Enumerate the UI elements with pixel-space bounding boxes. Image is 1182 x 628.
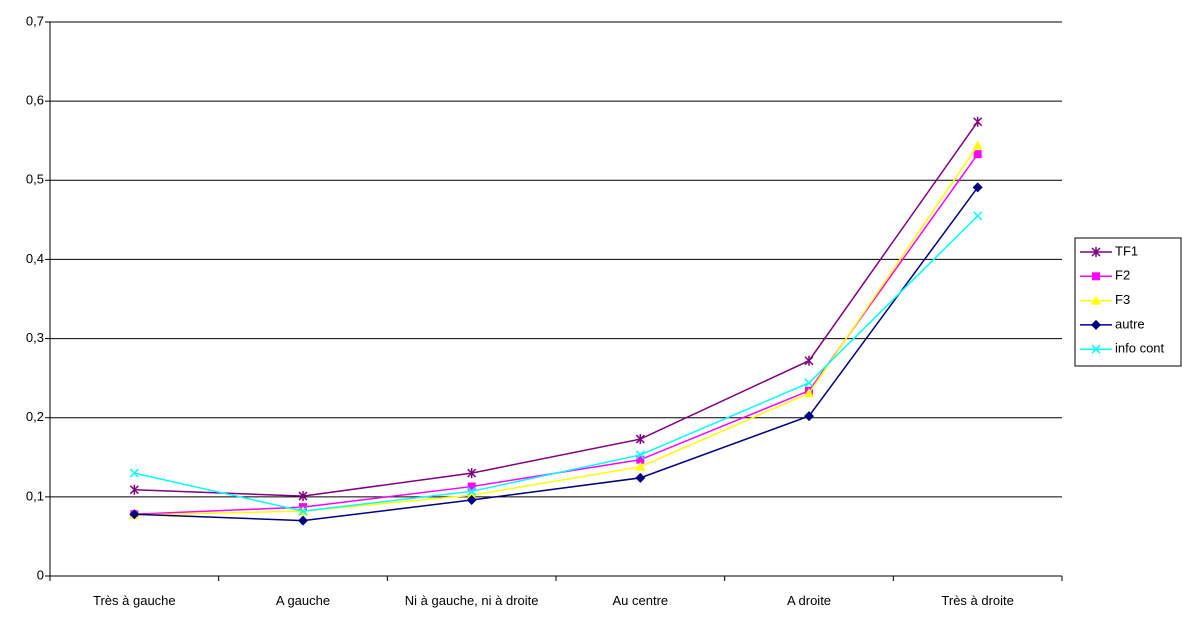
marker-shape: [129, 509, 140, 520]
series-line: [134, 153, 979, 516]
marker: [1091, 247, 1101, 257]
marker: [467, 482, 476, 491]
marker: [298, 515, 308, 526]
marker: [635, 472, 646, 483]
marker: [467, 486, 477, 496]
marker-shape: [635, 461, 646, 471]
marker: [804, 388, 814, 398]
legend-label: F3: [1115, 292, 1130, 307]
marker: [636, 455, 645, 464]
marker: [635, 434, 645, 445]
marker-shape: [804, 355, 814, 366]
marker-shape: [467, 486, 477, 496]
marker-shape: [972, 140, 983, 150]
marker: [804, 411, 814, 422]
x-tick-label: Très à droite: [941, 593, 1014, 608]
marker: [972, 182, 983, 193]
y-tick-label: 0: [37, 567, 44, 582]
marker-shape: [804, 411, 814, 422]
marker-shape: [973, 116, 983, 127]
marker-shape: [635, 434, 645, 445]
marker-shape: [635, 450, 645, 460]
marker: [804, 378, 814, 388]
marker: [804, 355, 814, 366]
legend-label: TF1: [1115, 243, 1138, 258]
marker: [635, 450, 645, 460]
marker: [1092, 272, 1100, 281]
y-tick-label: 0,3: [26, 330, 44, 345]
marker-shape: [973, 211, 983, 221]
marker-shape: [804, 388, 814, 398]
marker-shape: [972, 182, 983, 193]
marker-shape: [1092, 272, 1100, 281]
marker: [129, 468, 139, 478]
marker-shape: [298, 491, 308, 502]
marker-shape: [636, 455, 645, 464]
marker: [129, 509, 140, 520]
marker-shape: [1091, 247, 1101, 257]
marker: [466, 495, 477, 506]
y-tick-label: 0,7: [26, 13, 44, 28]
marker-shape: [298, 506, 308, 516]
y-tick-label: 0,2: [26, 409, 44, 424]
marker-shape: [1091, 295, 1101, 305]
marker-shape: [467, 482, 476, 491]
marker: [1091, 319, 1101, 330]
legend-label: autre: [1115, 316, 1145, 331]
marker: [298, 506, 308, 516]
marker: [972, 140, 983, 150]
series-line: [134, 145, 979, 516]
x-tick-label: Au centre: [612, 593, 669, 608]
x-tick-label: Ni à gauche, ni à droite: [404, 593, 539, 608]
marker: [973, 211, 983, 221]
marker-shape: [1091, 319, 1101, 330]
marker: [466, 490, 477, 500]
marker-shape: [467, 468, 477, 479]
marker-shape: [466, 490, 477, 500]
marker-shape: [1091, 344, 1101, 354]
marker: [298, 491, 308, 502]
y-tick-label: 0,4: [26, 251, 44, 266]
marker-shape: [973, 150, 982, 159]
marker: [467, 468, 477, 479]
marker: [973, 150, 982, 159]
marker: [1091, 295, 1101, 305]
marker: [129, 484, 139, 495]
x-tick-label: A droite: [786, 593, 832, 608]
series-line: [134, 215, 979, 512]
x-tick-label: A gauche: [275, 593, 331, 608]
marker: [973, 116, 983, 127]
marker-shape: [804, 378, 814, 388]
marker-shape: [129, 468, 139, 478]
marker: [1091, 344, 1101, 354]
y-tick-label: 0,1: [26, 488, 44, 503]
legend-label: info cont: [1115, 341, 1165, 356]
marker-shape: [466, 495, 477, 506]
series-line: [134, 121, 979, 497]
y-tick-label: 0,6: [26, 93, 44, 108]
x-tick-label: Très à gauche: [93, 593, 176, 608]
marker-shape: [298, 515, 308, 526]
legend-label: F2: [1115, 268, 1130, 283]
marker: [635, 461, 646, 471]
marker-shape: [635, 472, 646, 483]
series-line: [134, 186, 979, 522]
y-tick-label: 0,5: [26, 172, 44, 187]
marker-shape: [129, 484, 139, 495]
